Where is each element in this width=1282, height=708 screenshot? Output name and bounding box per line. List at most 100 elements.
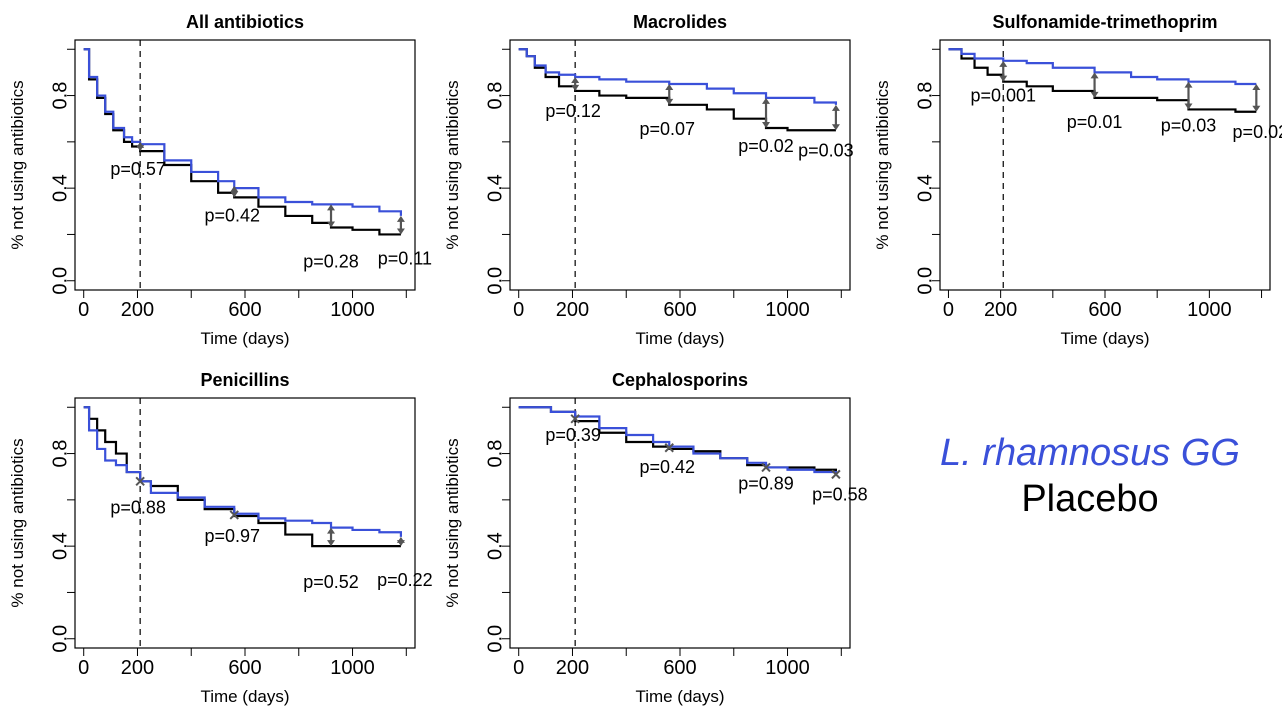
p-value-label: p=0.22 (377, 570, 433, 590)
comparison-marker: p=0.28 (303, 204, 359, 271)
plot-frame (940, 40, 1270, 290)
panel-title: Macrolides (633, 12, 727, 32)
x-tick-label: 600 (228, 657, 261, 679)
x-tick-label: 600 (663, 299, 696, 321)
x-tick-label: 600 (663, 657, 696, 679)
arrow-head-up (832, 105, 840, 111)
y-tick-label: 0.8 (914, 82, 936, 110)
y-tick-label: 0.0 (484, 625, 506, 653)
x-tick-label: 200 (556, 299, 589, 321)
y-axis-label: % not using antibiotics (443, 438, 462, 607)
p-value-label: p=0.03 (798, 140, 854, 160)
x-tick-label: 1000 (330, 299, 375, 321)
legend: L. rhamnosus GG Placebo (900, 430, 1280, 522)
x-tick-label: 0 (78, 657, 89, 679)
p-value-label: p=0.52 (303, 572, 359, 592)
x-tick-label: 0 (513, 299, 524, 321)
x-tick-label: 600 (1088, 299, 1121, 321)
legend-placebo-label: Placebo (900, 476, 1280, 522)
comparison-marker: p=0.22 (377, 537, 433, 590)
x-axis-label: Time (days) (200, 329, 289, 348)
y-tick-label: 0.4 (49, 174, 71, 202)
p-value-label: p=0.58 (812, 484, 868, 504)
x-tick-label: 200 (121, 657, 154, 679)
comparison-marker: p=0.39 (545, 415, 601, 445)
x-tick-label: 0 (513, 657, 524, 679)
y-tick-label: 0.8 (49, 440, 71, 468)
panel-title: Cephalosporins (612, 370, 748, 390)
plot-frame (510, 40, 850, 290)
x-tick-label: 1000 (330, 657, 375, 679)
p-value-label: p=0.89 (738, 473, 794, 493)
x-axis-label: Time (days) (635, 687, 724, 706)
p-value-label: p=0.42 (639, 457, 695, 477)
y-tick-label: 0.0 (49, 267, 71, 295)
x-tick-label: 200 (556, 657, 589, 679)
p-value-label: p=0.001 (970, 86, 1036, 106)
x-tick-label: 200 (121, 299, 154, 321)
p-value-label: p=0.97 (204, 526, 260, 546)
y-axis-label: % not using antibiotics (8, 80, 27, 249)
comparison-marker: p=0.03 (798, 105, 854, 160)
y-tick-label: 0.8 (484, 82, 506, 110)
x-tick-label: 1000 (1187, 299, 1232, 321)
p-value-label: p=0.39 (545, 425, 601, 445)
x-tick-label: 600 (228, 299, 261, 321)
p-value-label: p=0.01 (1067, 112, 1123, 132)
x-axis-label: Time (days) (635, 329, 724, 348)
p-value-label: p=0.03 (1161, 115, 1217, 135)
series-lgg-line (519, 49, 836, 105)
y-axis-label: % not using antibiotics (873, 80, 892, 249)
x-axis-label: Time (days) (200, 687, 289, 706)
y-tick-label: 0.8 (49, 82, 71, 110)
y-tick-label: 0.4 (484, 532, 506, 560)
p-value-label: p=0.42 (204, 205, 260, 225)
x-tick-label: 200 (984, 299, 1017, 321)
comparison-marker: p=0.57 (110, 142, 166, 179)
arrow-head-up (397, 216, 405, 222)
y-tick-label: 0.0 (49, 625, 71, 653)
p-value-label: p=0.88 (110, 498, 166, 518)
y-tick-label: 0.0 (484, 267, 506, 295)
legend-lgg-label: L. rhamnosus GG (900, 430, 1280, 476)
series-lgg-line (84, 49, 401, 216)
comparison-marker: p=0.11 (378, 216, 432, 269)
y-tick-label: 0.0 (914, 267, 936, 295)
panel-0: All antibiotics 0 200 600 1000 0.0 0.4 0.8 Time … (8, 12, 432, 348)
comparison-marker: p=0.07 (639, 84, 695, 139)
panel-title: All antibiotics (186, 12, 304, 32)
comparison-marker: p=0.88 (110, 477, 166, 517)
x-tick-label: 0 (78, 299, 89, 321)
y-tick-label: 0.4 (49, 532, 71, 560)
plot-frame (75, 398, 415, 648)
p-value-label: p=0.11 (378, 248, 432, 268)
y-tick-label: 0.4 (914, 174, 936, 202)
x-tick-label: 1000 (765, 657, 810, 679)
panel-4: Cephalosporins 0 200 600 1000 0.0 0.4 0.8 Time (… (443, 370, 868, 706)
panel-3: Penicillins 0 200 600 1000 0.0 0.4 0.8 Time (day… (8, 370, 433, 706)
y-tick-label: 0.4 (484, 174, 506, 202)
comparison-marker: p=0.12 (545, 77, 601, 121)
panel-2: Sulfonamide-trimethoprim 0 200 600 1000 0.0 0.… (873, 12, 1282, 348)
comparison-marker: p=0.01 (1067, 72, 1123, 131)
comparison-marker: p=0.42 (204, 186, 260, 226)
y-axis-label: % not using antibiotics (443, 80, 462, 249)
x-tick-label: 1000 (765, 299, 810, 321)
p-value-label: p=0.12 (545, 101, 601, 121)
y-tick-label: 0.8 (484, 440, 506, 468)
series-lgg-line (948, 49, 1256, 84)
panel-1: Macrolides 0 200 600 1000 0.0 0.4 0.8 Time (days… (443, 12, 854, 348)
p-value-label: p=0.02 (738, 136, 794, 156)
y-axis-label: % not using antibiotics (8, 438, 27, 607)
comparison-marker: p=0.02 (1233, 84, 1282, 142)
comparison-marker: p=0.58 (812, 470, 868, 504)
panel-title: Penicillins (200, 370, 289, 390)
x-tick-label: 0 (943, 299, 954, 321)
p-value-label: p=0.28 (303, 252, 359, 272)
p-value-label: p=0.07 (639, 119, 695, 139)
p-value-label: p=0.57 (110, 159, 166, 179)
x-axis-label: Time (days) (1060, 329, 1149, 348)
p-value-label: p=0.02 (1233, 122, 1282, 142)
panel-title: Sulfonamide-trimethoprim (992, 12, 1217, 32)
